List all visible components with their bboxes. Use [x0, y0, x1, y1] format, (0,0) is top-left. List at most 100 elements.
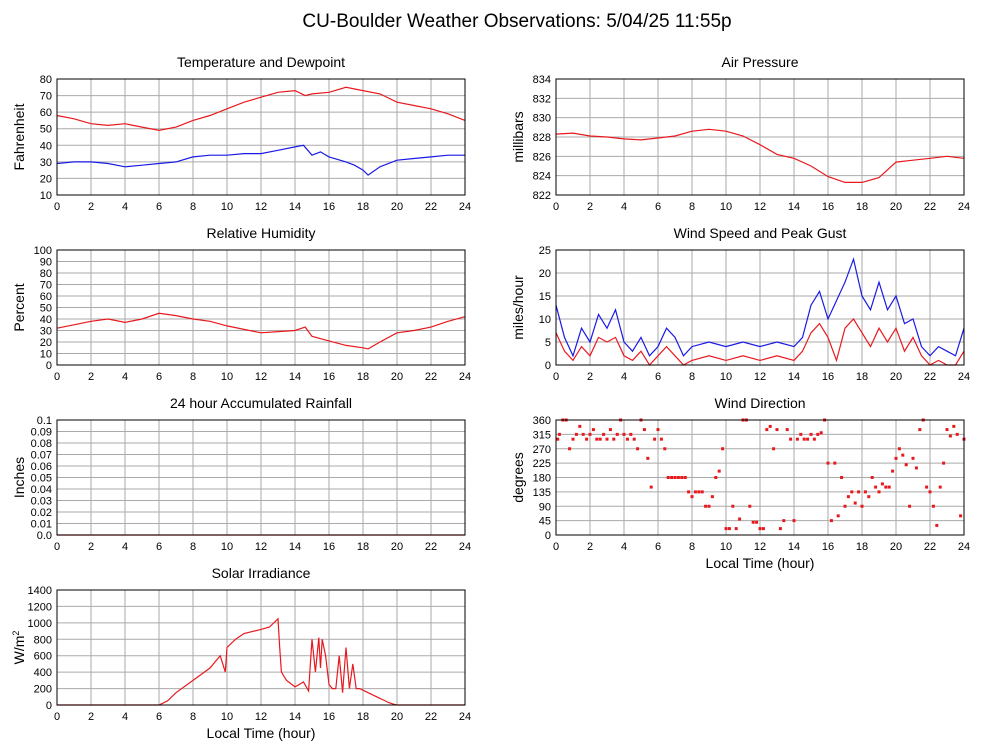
- winddir-point: [557, 432, 561, 436]
- rain-y-tick-label: 0.09: [31, 427, 52, 439]
- solar-y-tick-label: 800: [34, 634, 52, 646]
- winddir-point: [738, 517, 742, 521]
- solar-x-tick-label: 24: [459, 711, 471, 723]
- humidity-x-tick-label: 8: [190, 371, 196, 383]
- temp-x-tick-label: 12: [255, 201, 267, 213]
- temp-y-tick-label: 80: [40, 74, 52, 86]
- winddir-point: [591, 428, 595, 432]
- winddir-point: [588, 432, 592, 436]
- winddir-point: [687, 490, 691, 494]
- wind-x-tick-label: 20: [890, 371, 902, 383]
- winddir-point: [680, 476, 684, 479]
- winddir-point: [676, 476, 680, 479]
- winddir-point: [595, 437, 599, 441]
- winddir-point: [734, 527, 738, 531]
- winddir-point: [843, 504, 847, 508]
- winddir-x-tick-label: 18: [856, 541, 868, 553]
- solar-x-tick-label: 6: [156, 711, 162, 723]
- wind-y-tick-label: 0: [545, 360, 551, 372]
- solar-y-tick-label: 600: [34, 651, 52, 663]
- wind-x-tick-label: 24: [958, 371, 970, 383]
- winddir-x-tick-label: 12: [754, 541, 766, 553]
- winddir-point: [884, 485, 888, 489]
- pressure-y-axis-label: millibars: [510, 111, 526, 162]
- humidity-x-tick-label: 4: [122, 371, 128, 383]
- winddir-point: [622, 432, 626, 436]
- winddir-point: [755, 520, 759, 524]
- winddir-point: [700, 490, 704, 494]
- winddir-point: [826, 461, 830, 465]
- pressure-x-tick-label: 2: [587, 201, 593, 213]
- winddir-point: [795, 437, 799, 441]
- solar-y-tick-label: 0: [46, 700, 52, 712]
- winddir-point: [948, 434, 952, 438]
- winddir-point: [880, 482, 884, 486]
- solar-y-tick-label: 200: [34, 684, 52, 696]
- winddir-point: [568, 447, 572, 451]
- rain-y-tick-label: 0.07: [31, 450, 52, 462]
- winddir-x-tick-label: 4: [621, 541, 627, 553]
- winddir-point: [670, 476, 674, 479]
- wind-y-axis-label: miles/hour: [510, 275, 526, 340]
- wind-x-tick-label: 22: [924, 371, 936, 383]
- temp-x-tick-label: 24: [459, 201, 471, 213]
- rain-x-tick-label: 22: [425, 541, 437, 553]
- humidity-x-tick-label: 20: [391, 371, 403, 383]
- pressure-y-tick-label: 832: [533, 93, 551, 105]
- wind-x-tick-label: 18: [856, 371, 868, 383]
- winddir-point: [782, 519, 786, 523]
- humidity-y-tick-label: 60: [40, 291, 52, 303]
- winddir-point: [663, 447, 667, 451]
- rain-y-tick-label: 0.05: [31, 473, 52, 485]
- winddir-point: [724, 527, 728, 531]
- winddir-point: [925, 485, 929, 489]
- winddir-point: [697, 490, 701, 494]
- humidity-y-tick-label: 10: [40, 349, 52, 361]
- humidity-x-tick-label: 2: [88, 371, 94, 383]
- humidity-series-line-red: [56, 312, 466, 350]
- winddir-point: [636, 447, 640, 451]
- winddir-point: [666, 476, 670, 479]
- humidity-x-tick-label: 18: [357, 371, 369, 383]
- humidity-y-tick-label: 50: [40, 303, 52, 315]
- wind-x-tick-label: 6: [655, 371, 661, 383]
- winddir-point: [659, 437, 663, 441]
- winddir-point: [952, 424, 956, 428]
- winddir-point: [625, 437, 629, 441]
- winddir-point: [959, 514, 963, 518]
- rain-y-axis-label: Inches: [11, 457, 27, 498]
- winddir-x-axis-label: Local Time (hour): [706, 555, 815, 571]
- pressure-y-tick-label: 834: [533, 74, 551, 86]
- temp-y-tick-label: 60: [40, 107, 52, 119]
- rain-x-tick-label: 20: [391, 541, 403, 553]
- winddir-point: [758, 527, 762, 531]
- temp-y-tick-label: 50: [40, 124, 52, 136]
- temp-series-line-blue: [56, 144, 465, 176]
- temp-series-line-red: [56, 86, 466, 132]
- rain-x-tick-label: 24: [459, 541, 471, 553]
- humidity-x-tick-label: 0: [54, 371, 60, 383]
- winddir-point: [870, 476, 874, 479]
- solar-x-tick-label: 0: [54, 711, 60, 723]
- solar-x-tick-label: 14: [289, 711, 301, 723]
- winddir-y-axis-label: degrees: [510, 452, 526, 503]
- temp-x-tick-label: 10: [221, 201, 233, 213]
- winddir-point: [683, 476, 687, 479]
- winddir-point: [792, 519, 796, 523]
- rain-x-tick-label: 4: [122, 541, 128, 553]
- wind-x-tick-label: 10: [720, 371, 732, 383]
- pressure-y-tick-label: 826: [533, 151, 551, 163]
- solar-x-tick-label: 2: [88, 711, 94, 723]
- winddir-point: [571, 437, 575, 441]
- pressure-x-tick-label: 4: [621, 201, 627, 213]
- winddir-point: [853, 501, 857, 505]
- winddir-point: [578, 424, 582, 428]
- winddir-point: [612, 437, 616, 441]
- temp-x-tick-label: 2: [88, 201, 94, 213]
- rain-x-tick-label: 12: [255, 541, 267, 553]
- temp-y-tick-label: 20: [40, 173, 52, 185]
- wind-y-tick-label: 20: [539, 268, 551, 280]
- pressure-title: Air Pressure: [721, 54, 798, 70]
